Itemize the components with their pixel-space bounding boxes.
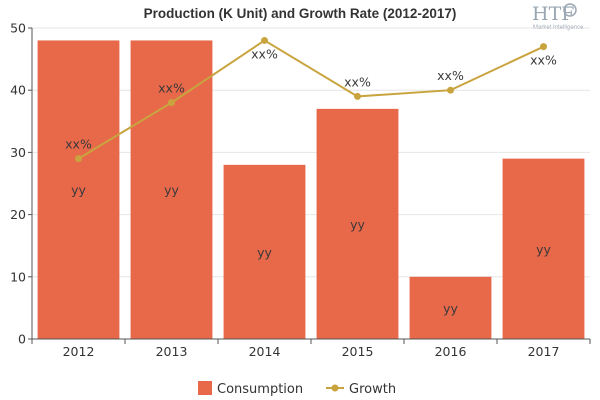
y-tick-label: 40 [10,83,26,98]
bar-data-label: yy [350,217,365,232]
legend-swatch-growth-marker [331,384,339,392]
legend-label-consumption: Consumption [217,382,303,397]
growth-data-label: xx% [437,68,464,83]
growth-data-label: xx% [158,81,185,96]
y-tick-label: 50 [10,21,26,36]
legend-label-growth: Growth [349,382,396,397]
bar-data-label: yy [443,301,458,316]
axes: 0 10 20 30 40 50 2012 2013 2014 2015 2016 2017 [10,21,591,359]
growth-point [261,36,268,44]
chart-title: Production (K Unit) and Growth Rate (201… [144,6,457,21]
gridlines [32,27,590,278]
bar-data-label: yy [536,242,551,257]
bar-consumption [316,108,399,339]
htf-logo: HTF Market Intelligence [532,3,584,31]
growth-point [75,155,82,163]
growth-point [354,92,361,100]
growth-line-path [77,39,544,160]
growth-line [75,36,547,163]
legend: Consumption Growth [198,381,396,397]
bar-data-label: yy [71,183,86,198]
growth-data-label: xx% [251,46,278,61]
growth-point [540,43,547,51]
growth-data-label: xx% [344,74,371,89]
growth-point [168,99,175,107]
bar-consumption [223,164,306,339]
bar-consumption [130,40,213,339]
y-tick-label: 20 [10,207,26,222]
data-labels: yy yy yy yy yy yy xx% xx% xx% xx% xx% xx% [65,46,557,315]
bar-data-label: yy [257,245,272,260]
logo-globe-icon [563,3,577,17]
growth-data-label: xx% [65,137,92,152]
bar-data-label: yy [164,183,179,198]
growth-data-label: xx% [530,53,557,68]
legend-swatch-consumption [198,381,212,395]
y-tick-label: 0 [18,332,26,347]
y-tick-label: 10 [10,269,26,284]
x-tick-label: 2015 [342,344,374,359]
y-tick-label: 30 [10,145,26,160]
bar-consumption [409,276,492,339]
legend-item-consumption[interactable]: Consumption [198,381,303,397]
bar-consumption [37,40,120,339]
consumption-bars [37,40,585,339]
legend-item-growth[interactable]: Growth [326,382,396,397]
bar-consumption [502,158,585,339]
x-tick-label: 2016 [435,344,467,359]
x-tick-label: 2013 [156,344,188,359]
x-tick-label: 2017 [528,344,560,359]
x-tick-label: 2014 [249,344,281,359]
growth-point [447,86,454,94]
x-tick-label: 2012 [63,344,95,359]
logo-mark: HTF [532,3,574,25]
